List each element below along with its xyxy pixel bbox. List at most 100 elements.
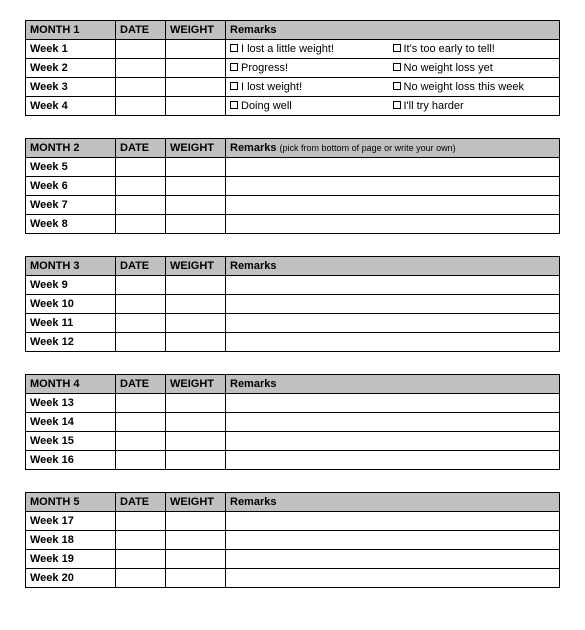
remarks-cell[interactable] [226,451,560,470]
week-label: Week 2 [26,59,116,78]
remarks-cell[interactable] [226,333,560,352]
date-cell[interactable] [116,531,166,550]
remarks-header-label: Remarks [230,378,276,390]
weight-cell[interactable] [166,295,226,314]
remarks-cell[interactable] [226,177,560,196]
date-cell[interactable] [116,59,166,78]
checkbox-icon[interactable] [230,44,238,52]
remarks-cell[interactable]: I lost a little weight!It's too early to… [226,40,560,59]
weight-cell[interactable] [166,531,226,550]
date-cell[interactable] [116,158,166,177]
remarks-header-label: Remarks [230,24,276,36]
weight-cell[interactable] [166,276,226,295]
weight-cell[interactable] [166,569,226,588]
weight-cell[interactable] [166,196,226,215]
week-label: Week 10 [26,295,116,314]
remark-option-right-text: No weight loss yet [404,62,493,74]
weight-cell[interactable] [166,550,226,569]
date-cell[interactable] [116,333,166,352]
date-cell[interactable] [116,413,166,432]
week-label: Week 5 [26,158,116,177]
remarks-cell[interactable] [226,512,560,531]
checkbox-icon[interactable] [393,82,401,90]
remark-option-right[interactable]: I'll try harder [393,99,556,113]
date-cell[interactable] [116,40,166,59]
week-label: Week 18 [26,531,116,550]
date-cell[interactable] [116,196,166,215]
remarks-header-note: (pick from bottom of page or write your … [280,143,456,153]
date-cell[interactable] [116,569,166,588]
date-cell[interactable] [116,276,166,295]
weight-cell[interactable] [166,177,226,196]
remarks-cell[interactable]: I lost weight! No weight loss this week [226,78,560,97]
weight-cell[interactable] [166,97,226,116]
remarks-cell[interactable]: Progress! No weight loss yet [226,59,560,78]
remarks-header-label: Remarks [230,496,276,508]
remarks-cell[interactable] [226,432,560,451]
remarks-cell[interactable] [226,413,560,432]
remarks-cell[interactable] [226,394,560,413]
table-row: Week 15 [26,432,560,451]
table-row: Week 2 Progress! No weight loss yet [26,59,560,78]
table-row: Week 12 [26,333,560,352]
remark-option-left-text: I lost weight! [241,81,302,93]
weight-cell[interactable] [166,78,226,97]
remarks-cell[interactable] [226,531,560,550]
date-cell[interactable] [116,177,166,196]
remarks-cell[interactable] [226,550,560,569]
checkbox-icon[interactable] [393,63,401,71]
remarks-cell[interactable] [226,295,560,314]
month-header: MONTH 1 [26,21,116,40]
weight-cell[interactable] [166,413,226,432]
remarks-cell[interactable] [226,314,560,333]
remark-option-right[interactable]: It's too early to tell! [393,42,556,56]
checkbox-icon[interactable] [393,44,401,52]
date-cell[interactable] [116,295,166,314]
remark-option-left[interactable]: I lost weight! [230,80,393,94]
weight-cell[interactable] [166,215,226,234]
week-label: Week 8 [26,215,116,234]
remark-option-left[interactable]: Progress! [230,61,393,75]
weight-cell[interactable] [166,59,226,78]
weight-cell[interactable] [166,451,226,470]
weight-cell[interactable] [166,333,226,352]
remark-option-left[interactable]: I lost a little weight! [230,42,393,56]
date-cell[interactable] [116,78,166,97]
remarks-cell[interactable] [226,276,560,295]
date-cell[interactable] [116,451,166,470]
weight-cell[interactable] [166,432,226,451]
week-label: Week 19 [26,550,116,569]
date-cell[interactable] [116,394,166,413]
table-row: Week 9 [26,276,560,295]
weight-cell[interactable] [166,158,226,177]
table-row: Week 11 [26,314,560,333]
date-cell[interactable] [116,432,166,451]
weight-cell[interactable] [166,40,226,59]
date-cell[interactable] [116,512,166,531]
remarks-cell[interactable] [226,196,560,215]
remarks-cell[interactable] [226,215,560,234]
weight-cell[interactable] [166,394,226,413]
date-cell[interactable] [116,314,166,333]
weight-cell[interactable] [166,314,226,333]
table-row: Week 13 [26,394,560,413]
checkbox-icon[interactable] [230,101,238,109]
remark-option-right[interactable]: No weight loss yet [393,61,556,75]
remark-option-right[interactable]: No weight loss this week [393,80,556,94]
month-header: MONTH 3 [26,257,116,276]
date-cell[interactable] [116,215,166,234]
week-label: Week 9 [26,276,116,295]
remark-option-right-text: No weight loss this week [404,81,524,93]
checkbox-icon[interactable] [230,63,238,71]
date-cell[interactable] [116,97,166,116]
remarks-cell[interactable] [226,158,560,177]
checkbox-icon[interactable] [393,101,401,109]
table-row: Week 16 [26,451,560,470]
checkbox-icon[interactable] [230,82,238,90]
remarks-cell[interactable] [226,569,560,588]
date-cell[interactable] [116,550,166,569]
month-block: MONTH 3DATEWEIGHTRemarksWeek 9Week 10Wee… [25,256,560,352]
weight-cell[interactable] [166,512,226,531]
remark-option-left[interactable]: Doing well [230,99,393,113]
remarks-cell[interactable]: Doing wellI'll try harder [226,97,560,116]
